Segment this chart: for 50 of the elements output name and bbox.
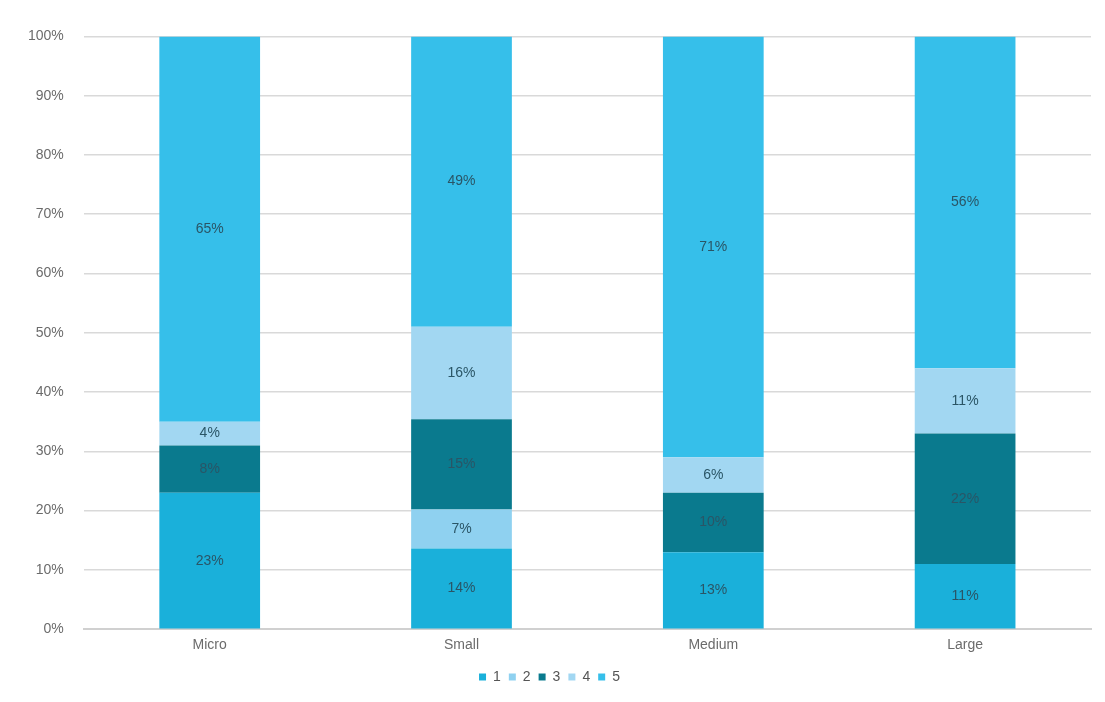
bar — [914, 563, 1016, 629]
y-tick-label: 90% — [35, 86, 64, 103]
bar — [411, 326, 512, 420]
y-tick-label: 30% — [35, 442, 64, 459]
data-label: 11% — [951, 391, 979, 408]
bar — [662, 36, 764, 458]
data-label: 7% — [451, 519, 472, 536]
bar — [662, 457, 764, 493]
data-label: 49% — [447, 172, 476, 189]
bar — [914, 433, 1016, 564]
y-tick-label: 70% — [35, 205, 64, 222]
data-label: 23% — [195, 551, 224, 568]
bar — [159, 36, 261, 422]
data-label: 6% — [703, 465, 724, 482]
bar — [159, 445, 261, 493]
y-tick-label: 40% — [35, 382, 64, 399]
y-tick-label: 50% — [35, 323, 64, 340]
y-tick-label: 60% — [35, 264, 64, 281]
data-label: 13% — [699, 581, 728, 598]
bar — [662, 492, 764, 553]
bar — [411, 36, 512, 327]
y-tick-label: 20% — [35, 501, 64, 518]
bar — [159, 492, 261, 629]
y-tick-label: 100% — [27, 27, 64, 44]
data-label: 14% — [447, 579, 476, 596]
data-label: 16% — [447, 363, 476, 380]
legend-label: 1 — [493, 667, 502, 684]
bar — [411, 509, 512, 549]
bar — [914, 368, 1016, 434]
legend-label: 2 — [522, 667, 531, 684]
bar — [914, 36, 1016, 369]
bar — [159, 421, 261, 446]
legend-label: 4 — [582, 667, 591, 684]
legend-label: 5 — [612, 667, 621, 684]
y-tick-label: 0% — [43, 620, 64, 637]
bar — [662, 552, 764, 629]
x-tick-label: Small — [444, 636, 480, 653]
data-label: 65% — [195, 219, 224, 236]
bar — [411, 419, 512, 510]
legend-label: 3 — [552, 667, 561, 684]
data-label: 71% — [699, 237, 728, 254]
y-tick-label: 10% — [35, 560, 64, 577]
x-tick-label: Large — [947, 636, 984, 653]
bar — [411, 548, 512, 629]
data-label: 11% — [951, 587, 979, 604]
y-tick-label: 80% — [35, 145, 64, 162]
x-tick-label: Micro — [192, 636, 228, 653]
x-tick-label: Medium — [688, 636, 739, 653]
data-label: 56% — [951, 193, 980, 210]
data-label: 4% — [199, 424, 220, 441]
